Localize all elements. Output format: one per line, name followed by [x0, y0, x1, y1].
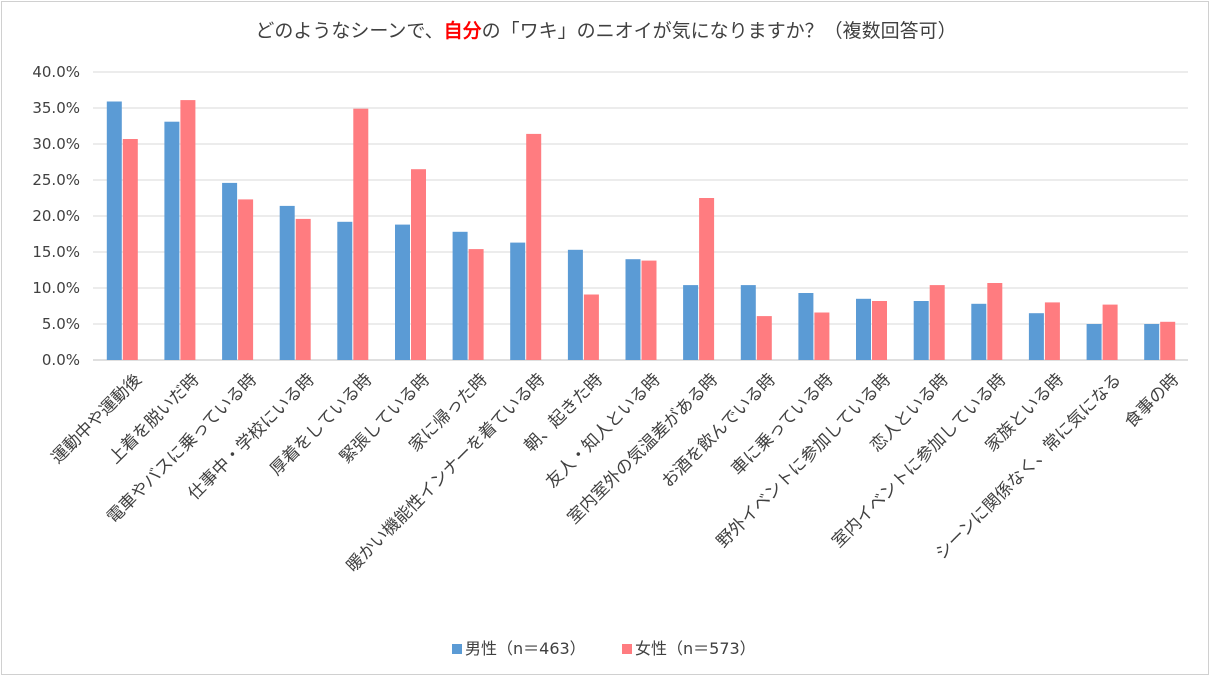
- y-tick-label: 5.0%: [42, 315, 80, 333]
- legend-label: 女性（n＝573）: [635, 639, 756, 658]
- bar-male: [337, 221, 353, 360]
- bar-male: [971, 303, 987, 360]
- bar-female: [1044, 302, 1060, 360]
- y-tick-label: 40.0%: [32, 63, 80, 81]
- x-category-label: 車に乗っている時: [728, 370, 838, 480]
- legend-label: 男性（n＝463）: [465, 639, 586, 658]
- bar-male: [510, 242, 526, 360]
- legend-swatch: [452, 644, 462, 654]
- bar-female: [756, 316, 772, 360]
- y-tick-label: 20.0%: [32, 207, 80, 225]
- bar-male: [1144, 324, 1160, 360]
- bar-female: [411, 169, 426, 360]
- bar-female: [1160, 321, 1176, 360]
- bar-female: [295, 218, 311, 360]
- bar-male: [625, 259, 641, 360]
- bar-female: [583, 294, 599, 360]
- y-tick-label: 25.0%: [32, 171, 80, 189]
- x-category-label: 厚着をしている時: [266, 370, 376, 480]
- bar-female: [353, 108, 369, 360]
- bar-female: [122, 139, 138, 360]
- bar-male: [395, 224, 410, 360]
- bar-female: [468, 249, 484, 360]
- bar-male: [222, 182, 238, 360]
- y-tick-label: 0.0%: [42, 351, 80, 369]
- x-category-label: 食事の時: [1121, 370, 1183, 432]
- bar-male: [1086, 324, 1102, 360]
- bar-female: [641, 260, 657, 360]
- y-tick-label: 35.0%: [32, 99, 80, 117]
- chart-title: どのようなシーンで、自分の「ワキ」のニオイが気になりますか？（複数回答可）: [255, 19, 956, 42]
- bar-male: [1028, 313, 1044, 360]
- bar-male: [279, 205, 295, 360]
- bar-female: [238, 199, 254, 360]
- bar-female: [987, 283, 1003, 360]
- bar-male: [740, 285, 756, 360]
- chart-title-part-0: どのようなシーンで、: [255, 20, 443, 42]
- bar-female: [699, 198, 715, 360]
- bar-male: [913, 301, 929, 360]
- y-tick-label: 30.0%: [32, 135, 80, 153]
- chart-title-part-1: 自分: [444, 19, 482, 42]
- bar-male: [452, 231, 468, 360]
- bar-male: [798, 293, 814, 360]
- bar-male: [856, 298, 871, 360]
- bar-male: [164, 121, 180, 360]
- bar-female: [1102, 304, 1118, 360]
- bar-female: [526, 133, 542, 360]
- bar-female: [814, 312, 830, 360]
- bar-male: [567, 249, 583, 360]
- bar-female: [872, 301, 887, 360]
- y-tick-label: 10.0%: [32, 279, 80, 297]
- bar-male: [683, 285, 699, 360]
- legend-swatch: [622, 644, 632, 654]
- y-tick-label: 15.0%: [32, 243, 80, 261]
- chart-title-part-2: の「ワキ」のニオイが気になりますか？（複数回答可）: [482, 20, 957, 42]
- bar-female: [929, 285, 945, 360]
- bar-female: [180, 100, 196, 360]
- bar-male: [106, 101, 122, 360]
